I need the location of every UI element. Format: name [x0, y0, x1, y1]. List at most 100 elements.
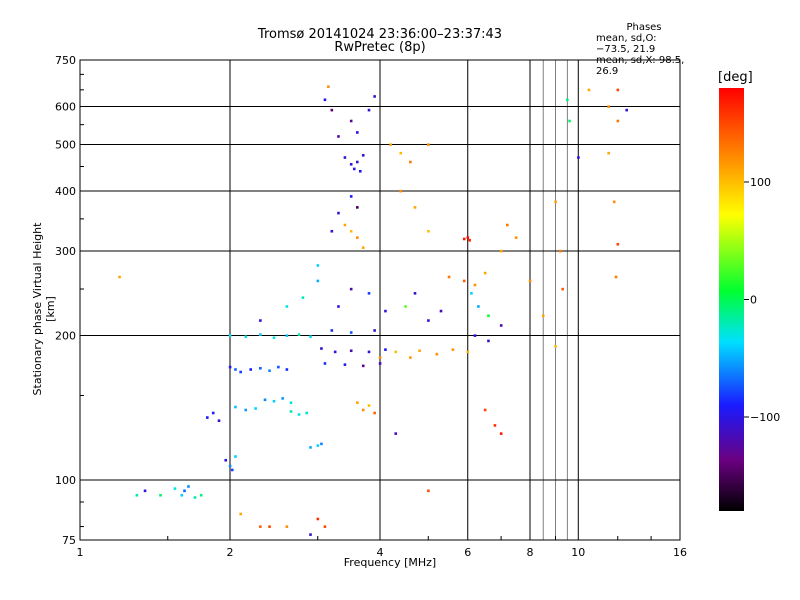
- scatter-point: [316, 264, 320, 267]
- scatter-point: [173, 487, 177, 490]
- scatter-point: [373, 411, 376, 415]
- scatter-point: [228, 464, 232, 468]
- scatter-point: [330, 108, 334, 112]
- scatter-point: [616, 119, 620, 123]
- scatter-point: [349, 229, 353, 233]
- scatter-point: [285, 305, 289, 308]
- y-tick-label: 500: [55, 139, 76, 152]
- scatter-point: [289, 410, 293, 413]
- x-tick-labels: 1 2 4 6 8 10 16: [77, 546, 688, 559]
- scatter-point: [244, 335, 248, 338]
- x-tick-label: 2: [227, 546, 234, 559]
- scatter-point: [568, 119, 571, 123]
- scatter-point: [323, 525, 327, 528]
- scatter-point: [427, 229, 430, 233]
- scatter-point: [289, 401, 293, 404]
- scatter-point: [259, 525, 262, 528]
- scatter-point: [358, 169, 362, 173]
- scatter-point: [473, 283, 477, 287]
- scatter-point: [349, 119, 353, 123]
- scatter-point: [159, 493, 162, 497]
- scatter-point: [309, 533, 312, 536]
- x-axis-label: Frequency [MHz]: [343, 556, 437, 569]
- scatter-point: [239, 512, 242, 516]
- scatter-point: [587, 88, 591, 92]
- scatter-point: [234, 405, 237, 409]
- scatter-point: [554, 200, 557, 204]
- scatter-point: [483, 408, 487, 412]
- scatter-point: [483, 271, 487, 275]
- scatter-point: [143, 489, 147, 493]
- scatter-point: [343, 156, 347, 159]
- scatter-point: [349, 195, 353, 198]
- scatter-point: [135, 493, 139, 497]
- scatter-point: [361, 408, 365, 412]
- scatter-point: [199, 493, 203, 497]
- x-tick-label: 16: [673, 546, 687, 559]
- scatter-point: [349, 349, 353, 353]
- scatter-point: [297, 413, 301, 416]
- scatter-point: [439, 309, 443, 313]
- y-tick-label: 400: [55, 185, 76, 198]
- scatter-point: [427, 319, 430, 322]
- scatter-point: [378, 356, 382, 359]
- phase-stats-o: mean, sd,O: −73.5, 21.9: [596, 33, 657, 55]
- scatter-point: [349, 331, 353, 334]
- scatter-point: [337, 211, 340, 215]
- scatter-point: [244, 408, 248, 412]
- scatter-point: [528, 279, 532, 283]
- scatter-point: [355, 206, 359, 209]
- x-tick-label: 6: [464, 546, 471, 559]
- scatter-point: [263, 398, 267, 402]
- scatter-point: [259, 333, 262, 336]
- scatter-point: [470, 292, 473, 295]
- scatter-point: [285, 334, 289, 337]
- scatter-point: [462, 237, 466, 241]
- scatter-point: [514, 236, 518, 239]
- scatter-point: [249, 368, 253, 371]
- scatter-point: [466, 236, 470, 239]
- scatter-point: [389, 143, 392, 146]
- scatter-point: [394, 432, 398, 435]
- scatter-point: [616, 242, 620, 246]
- scatter-point: [187, 485, 190, 488]
- scatter-point: [427, 143, 430, 146]
- scatter-point: [330, 329, 334, 332]
- y-tick-label: 200: [55, 330, 76, 343]
- scatter-point: [361, 364, 365, 368]
- scatter-point: [355, 160, 359, 164]
- scatter-point: [361, 154, 365, 157]
- scatter-point: [272, 336, 276, 340]
- scatter-point: [367, 350, 371, 354]
- scatter-point: [316, 279, 320, 283]
- scatter-point: [193, 496, 197, 499]
- scatter-point: [277, 365, 280, 369]
- scatter-point: [343, 223, 347, 227]
- scatter-point: [462, 279, 466, 283]
- scatter-point: [625, 108, 628, 112]
- y-tick-label: 100: [55, 474, 76, 487]
- scatter-point: [373, 329, 376, 332]
- scatter-point: [614, 275, 618, 279]
- scatter-point: [285, 525, 289, 528]
- y-axis-label: Stationary phase Virtual Height [km]: [31, 222, 57, 396]
- scatter-point: [337, 135, 340, 138]
- scatter-point: [228, 365, 232, 369]
- scatter-point: [399, 151, 403, 155]
- x-tick-label: 8: [527, 546, 534, 559]
- y-tick-label: 75: [62, 534, 76, 547]
- scatter-point: [499, 249, 503, 253]
- phase-stats-x: mean, sd,X: 98.5, 26.9: [596, 55, 685, 77]
- scatter-point: [239, 370, 242, 374]
- scatter-point: [228, 334, 232, 337]
- scatter-point: [427, 489, 430, 493]
- scatter-point: [367, 108, 371, 112]
- scatter-point: [259, 366, 262, 370]
- scatter-point: [413, 292, 417, 295]
- scatter-point: [378, 362, 382, 365]
- colorbar-label: [deg]: [718, 70, 753, 85]
- scatter-point: [505, 223, 509, 227]
- data-points: [118, 85, 628, 536]
- scatter-point: [487, 314, 490, 318]
- colorbar-tick-label: −100: [750, 411, 780, 424]
